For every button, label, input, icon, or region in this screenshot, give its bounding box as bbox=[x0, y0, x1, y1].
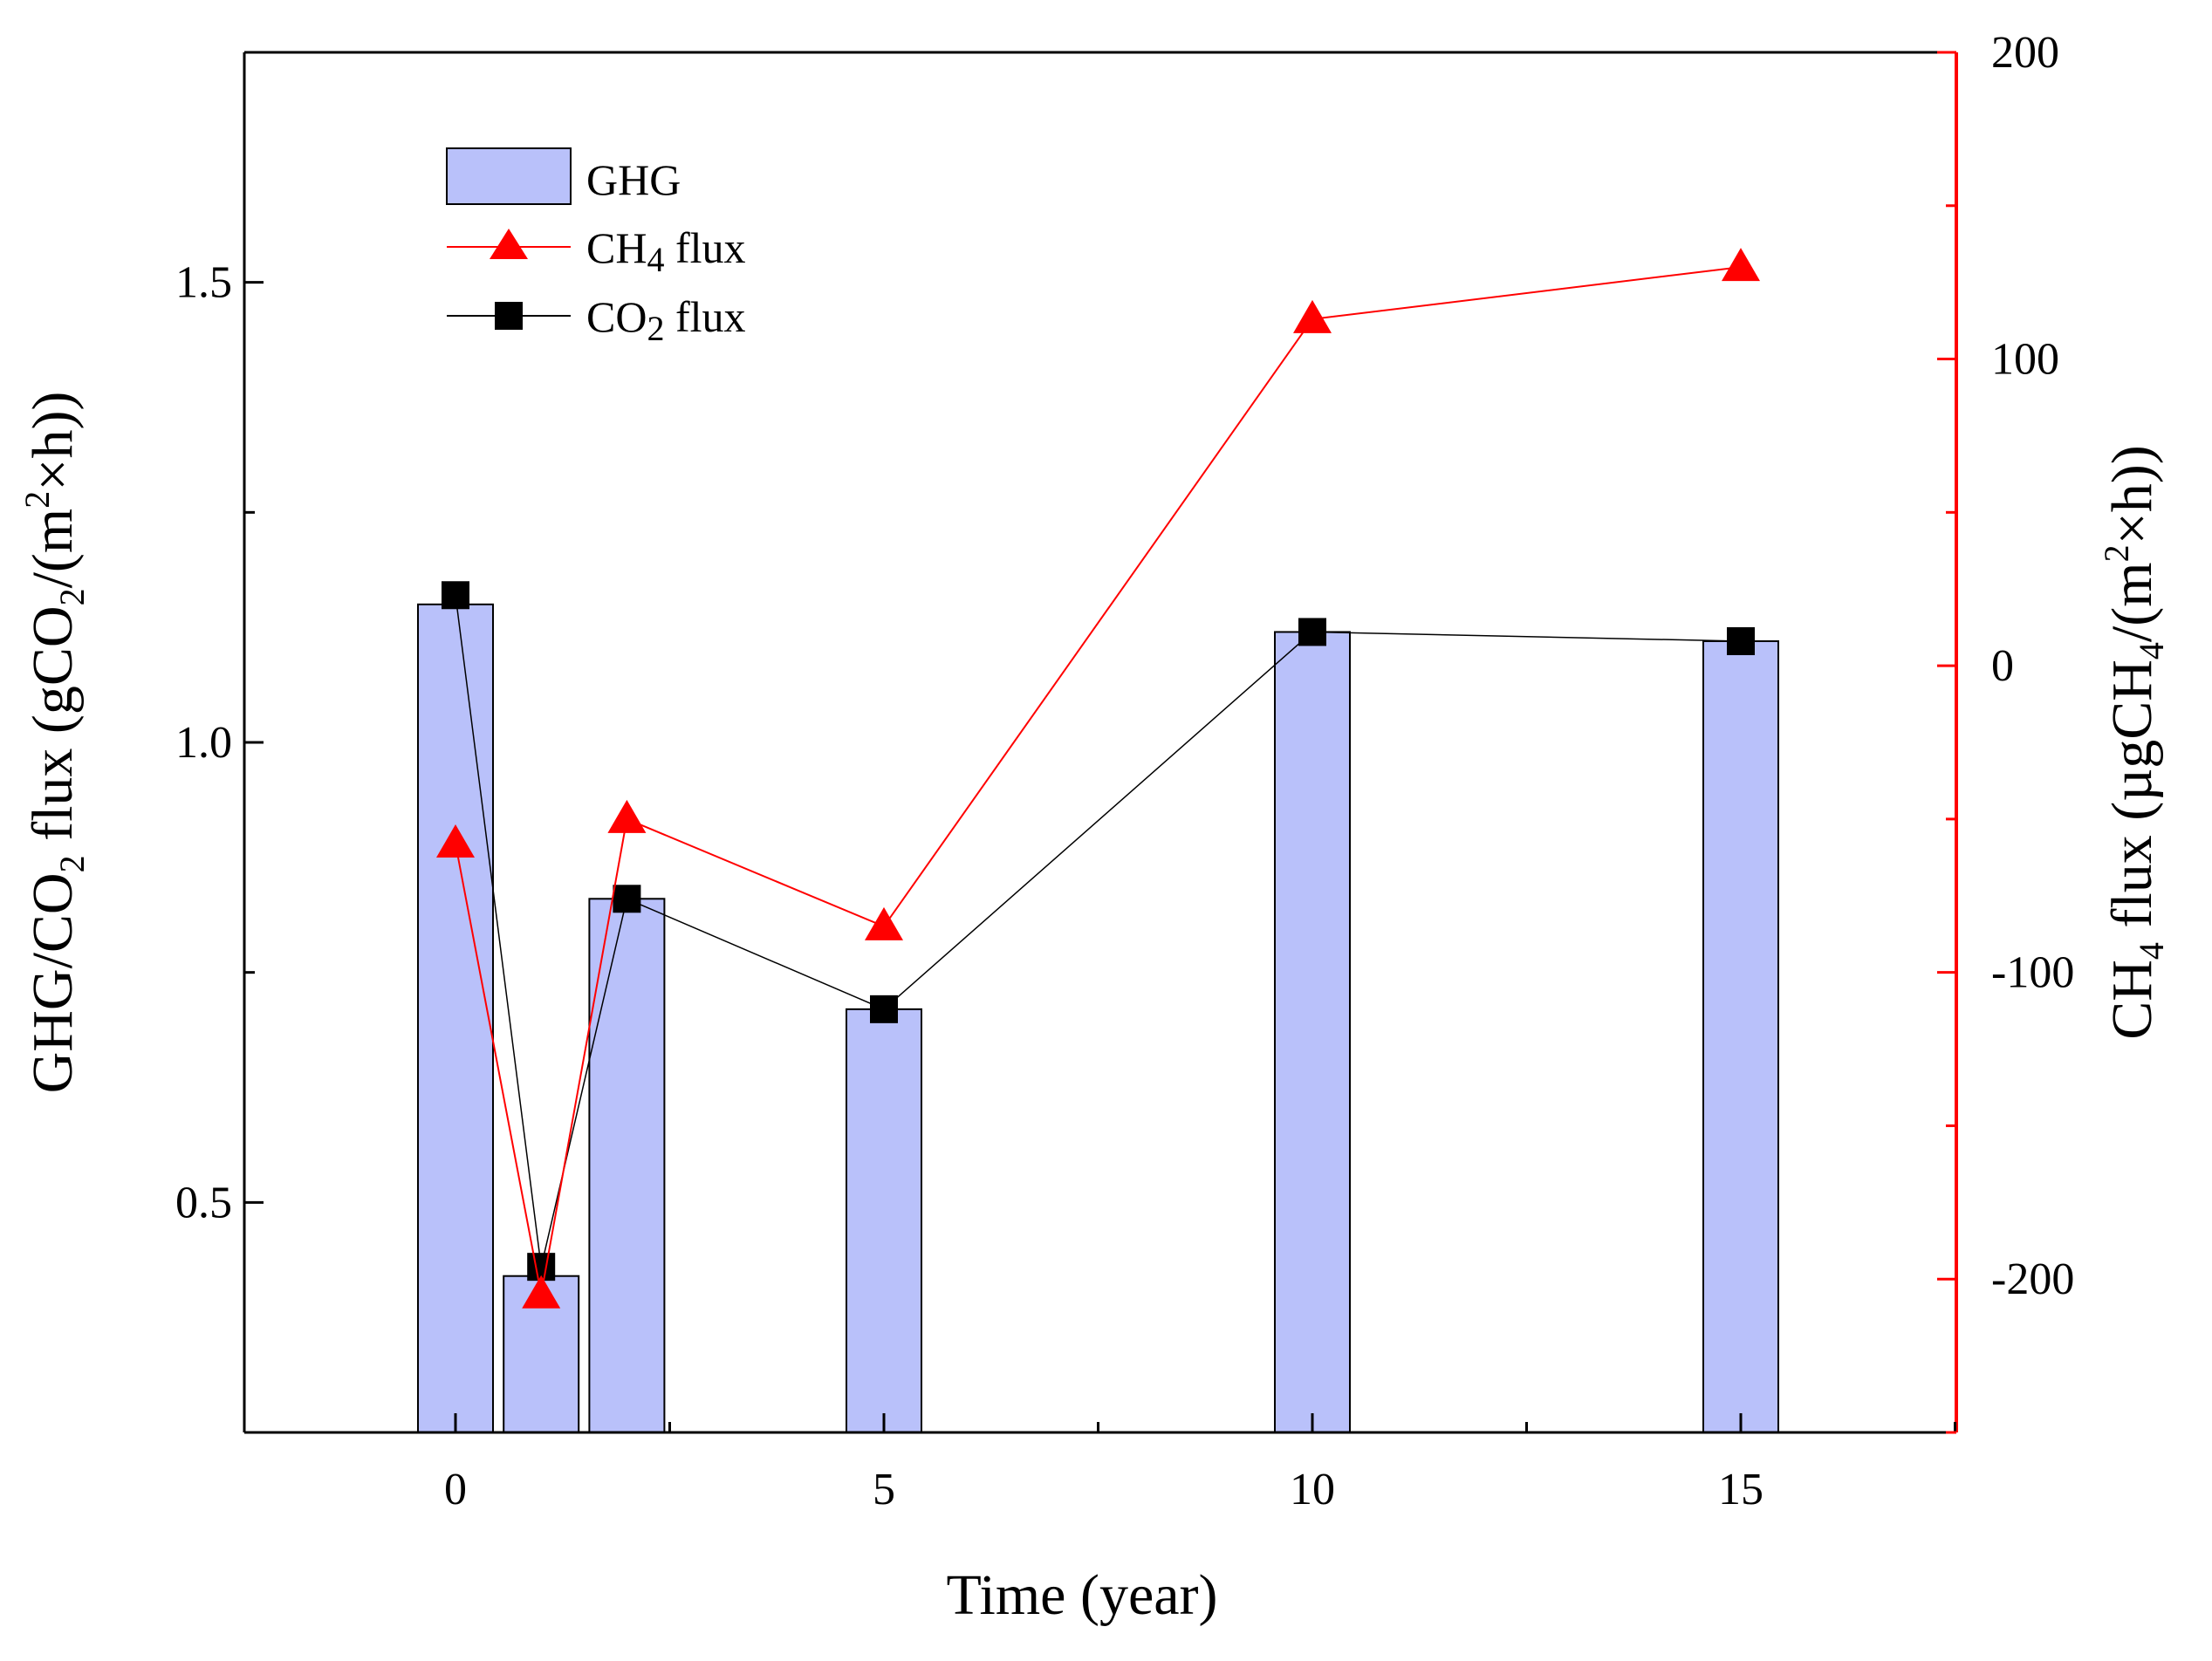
legend-co2-label-rest: flux bbox=[664, 292, 745, 341]
right-axis-title: CH4 flux (µgCH4/(m2×h)) bbox=[2097, 445, 2171, 1040]
right-tick-label: -200 bbox=[1991, 1254, 2074, 1304]
right-tick-label: 200 bbox=[1991, 28, 2059, 78]
legend-ch4-label-rest: flux bbox=[664, 223, 745, 272]
right-axis-title-c: /(m bbox=[2100, 562, 2164, 642]
legend-ch4-label-main: CH bbox=[586, 223, 647, 272]
right-tick-label: 100 bbox=[1991, 335, 2059, 385]
right-axis-title-b: flux (µgCH bbox=[2100, 660, 2164, 942]
co2-flux-series bbox=[442, 581, 1755, 1282]
ch4-flux-point bbox=[607, 799, 647, 833]
left-axis-title-sub2: 2 bbox=[52, 588, 92, 605]
ch4-flux-point bbox=[522, 1275, 561, 1309]
left-axis-title-b: flux (gCO bbox=[21, 605, 85, 855]
co2-flux-point bbox=[870, 995, 898, 1023]
legend-co2-square-marker bbox=[495, 302, 523, 330]
x-tick-label: 15 bbox=[1718, 1465, 1763, 1514]
right-axis-title-sub2: 4 bbox=[2132, 642, 2171, 660]
legend-ghg-swatch bbox=[446, 147, 572, 205]
left-tick-label: 1.0 bbox=[175, 718, 232, 768]
right-tick-label: 0 bbox=[1991, 641, 2014, 691]
ghg-bar bbox=[1274, 631, 1351, 1433]
right-y-ticks: 200 100 0 -100 -200 bbox=[1937, 28, 2074, 1434]
left-y-ticks: 0.5 1.0 1.5 bbox=[175, 258, 264, 1227]
ch4-flux-line bbox=[455, 266, 1742, 1295]
ch4-flux-point bbox=[865, 906, 903, 940]
x-ticks: 0 5 10 15 bbox=[444, 1413, 1956, 1514]
ghg-bar bbox=[417, 603, 494, 1433]
left-axis-title-a: GHG/CO bbox=[21, 872, 85, 1093]
x-tick-label: 5 bbox=[873, 1465, 895, 1514]
legend: GHG CH4 flux CO2 flux bbox=[446, 147, 746, 348]
ch4-flux-series bbox=[436, 248, 1760, 1309]
right-axis-title-a: CH bbox=[2100, 960, 2164, 1040]
left-axis-title: GHG/CO2 flux (gCO2/(m2×h)) bbox=[17, 392, 92, 1094]
legend-ch4-label: CH4 flux bbox=[586, 223, 746, 279]
left-tick-label: 0.5 bbox=[175, 1178, 232, 1227]
legend-co2-label-sub: 2 bbox=[647, 309, 664, 348]
co2-flux-point bbox=[442, 581, 469, 610]
left-axis-title-c: /(m bbox=[21, 509, 85, 589]
legend-ghg-label: GHG bbox=[586, 155, 681, 204]
ghg-bars bbox=[417, 603, 1779, 1434]
co2-flux-point bbox=[1298, 618, 1326, 646]
left-tick-label: 1.5 bbox=[175, 258, 232, 308]
x-tick-label: 0 bbox=[444, 1465, 467, 1514]
left-axis-title-sup: 2 bbox=[17, 491, 57, 509]
co2-flux-line bbox=[455, 595, 1742, 1268]
co2-flux-point bbox=[1727, 626, 1755, 655]
ch4-flux-point bbox=[1293, 299, 1332, 333]
ghg-bar bbox=[1702, 639, 1779, 1433]
right-tick-label: -100 bbox=[1991, 948, 2074, 998]
right-axis-title-sup: 2 bbox=[2097, 544, 2136, 562]
ghg-bar bbox=[588, 898, 666, 1433]
x-axis-title: Time (year) bbox=[947, 1563, 1218, 1627]
legend-ch4-triangle-marker bbox=[490, 229, 528, 259]
legend-ch4-label-sub: 4 bbox=[647, 240, 664, 279]
co2-flux-point bbox=[613, 885, 641, 913]
ch4-flux-point bbox=[1722, 248, 1760, 282]
ghg-bar bbox=[846, 1008, 922, 1434]
ch4-flux-point bbox=[436, 824, 475, 858]
right-axis-title-d: ×h)) bbox=[2100, 445, 2164, 544]
legend-co2-label: CO2 flux bbox=[586, 292, 746, 348]
right-axis-title-sub1: 4 bbox=[2132, 942, 2171, 960]
legend-co2-label-main: CO bbox=[586, 292, 647, 341]
x-tick-label: 10 bbox=[1290, 1465, 1335, 1514]
left-axis-title-sub1: 2 bbox=[52, 855, 92, 872]
left-axis-title-d: ×h)) bbox=[21, 392, 85, 491]
